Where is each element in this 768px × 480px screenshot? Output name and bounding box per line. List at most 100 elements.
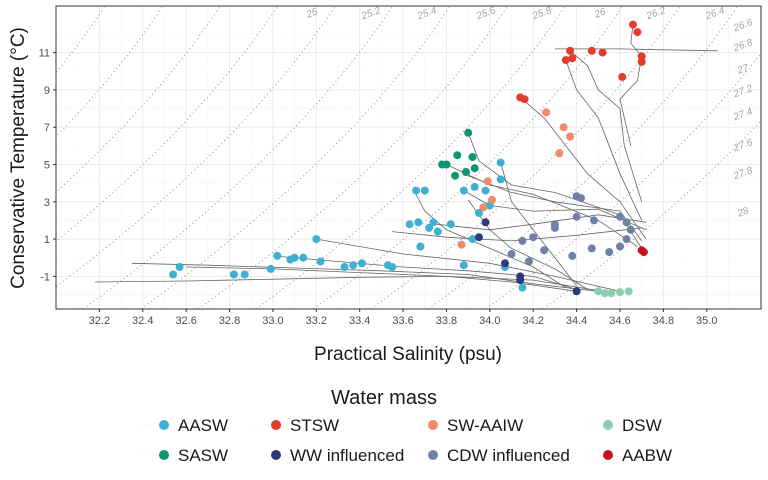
point-aasw <box>273 251 282 260</box>
point-cdw-influenced <box>587 244 596 253</box>
profile-trace <box>316 238 621 292</box>
point-cdw-influenced <box>518 236 527 245</box>
point-cdw-influenced <box>577 194 585 203</box>
legend-label-ww-influenced: WW influenced <box>290 446 404 465</box>
y-tick-label: 1 <box>44 234 50 246</box>
isopycnal-line <box>56 6 336 288</box>
x-axis-title: Practical Salinity (psu) <box>314 344 502 365</box>
profile-trace <box>569 50 643 202</box>
x-tick-label: 34.6 <box>609 315 630 327</box>
x-tick-label: 33.8 <box>436 315 457 327</box>
legend-key-aasw <box>159 420 169 430</box>
point-aasw <box>446 220 455 229</box>
x-tick-label: 32.8 <box>219 315 240 327</box>
isopycnal-label: 25.6 <box>474 5 497 22</box>
point-aasw <box>412 186 421 195</box>
point-stsw <box>629 20 637 29</box>
point-stsw <box>633 28 642 37</box>
point-cdw-influenced <box>572 212 581 221</box>
legend: AASW SASW STSW WW influenced SW-AAIW CDW infl… <box>159 416 672 465</box>
data-points <box>169 20 648 298</box>
isopycnal-line <box>56 6 279 243</box>
x-tick-label: 35.0 <box>696 315 717 327</box>
isopycnal-label: 27 <box>735 62 751 77</box>
x-tick-label: 33.0 <box>262 315 283 327</box>
point-aasw <box>240 270 249 279</box>
point-sasw <box>462 168 470 176</box>
point-cdw-influenced <box>507 250 516 258</box>
isopycnal-label: 25 <box>304 6 320 21</box>
point-cdw-influenced <box>622 235 631 244</box>
point-stsw <box>598 48 607 57</box>
x-tick-label: 34.0 <box>479 315 500 327</box>
legend-key-sasw <box>159 450 169 460</box>
profile-trace <box>94 275 577 292</box>
profile-trace <box>131 262 599 292</box>
legend-label-stsw: STSW <box>290 416 339 435</box>
legend-key-aabw <box>603 450 613 460</box>
x-tick-label: 33.4 <box>349 315 370 327</box>
point-ww-influenced <box>475 233 483 242</box>
point-ww-influenced <box>501 259 509 268</box>
x-tick-label: 32.2 <box>89 315 110 327</box>
point-aasw <box>299 253 308 262</box>
isopycnal-line <box>83 6 394 309</box>
legend-key-sw-aaiw <box>428 420 438 430</box>
point-stsw <box>637 57 646 66</box>
plot-panel-border <box>55 5 762 310</box>
isopycnal-label: 25.4 <box>415 5 438 22</box>
y-axis-ticks: -1 1 3 5 7 9 11 <box>39 48 56 283</box>
point-aasw <box>420 186 429 195</box>
isopycnal-line <box>197 6 509 309</box>
point-aasw <box>496 175 505 184</box>
profile-trace <box>565 59 643 221</box>
point-stsw <box>618 72 627 81</box>
isopycnal-line <box>255 6 566 309</box>
profile-trace <box>392 227 642 242</box>
point-sw-aaiw <box>559 123 568 132</box>
point-aasw <box>518 283 527 292</box>
profile-trace <box>500 162 577 286</box>
isopycnal-label: 27.8 <box>731 165 754 182</box>
point-dsw <box>616 288 624 297</box>
profile-trace <box>619 24 643 146</box>
point-cdw-influenced <box>529 233 538 242</box>
point-stsw <box>568 54 577 63</box>
profile-trace <box>446 164 638 247</box>
point-aasw <box>340 263 349 271</box>
y-axis-title: Conservative Temperature (°C) <box>8 27 29 289</box>
point-aasw <box>388 263 397 271</box>
legend-label-dsw: DSW <box>622 416 662 435</box>
y-tick-label: -1 <box>40 271 50 283</box>
legend-title: Water mass <box>331 387 437 409</box>
profile-trace <box>413 190 567 288</box>
point-cdw-influenced <box>605 248 614 257</box>
isopycnal-line <box>370 6 681 309</box>
point-aasw <box>357 259 366 268</box>
point-aasw <box>405 220 414 229</box>
isopycnal-label: 26 <box>592 6 608 21</box>
point-aasw <box>433 227 442 236</box>
point-aasw <box>414 218 423 227</box>
minor-gridlines <box>56 6 761 309</box>
profile-trace <box>519 97 647 240</box>
x-tick-label: 34.4 <box>566 315 587 327</box>
point-sasw <box>438 160 447 169</box>
isopycnal-label: 26.2 <box>644 5 667 22</box>
point-aasw <box>459 261 468 270</box>
x-tick-label: 34.8 <box>653 315 674 327</box>
x-tick-label: 34.2 <box>523 315 544 327</box>
point-dsw <box>607 289 616 298</box>
point-dsw <box>624 287 633 296</box>
y-tick-label: 5 <box>44 159 50 171</box>
legend-label-sw-aaiw: SW-AAIW <box>447 416 523 435</box>
point-stsw <box>561 56 570 65</box>
point-sw-aaiw <box>483 177 492 186</box>
point-aasw <box>266 264 275 273</box>
point-aasw <box>290 253 299 262</box>
isopycnal-line <box>56 6 106 74</box>
point-stsw <box>566 46 575 55</box>
point-aasw <box>229 270 238 279</box>
point-sw-aaiw <box>542 108 551 117</box>
